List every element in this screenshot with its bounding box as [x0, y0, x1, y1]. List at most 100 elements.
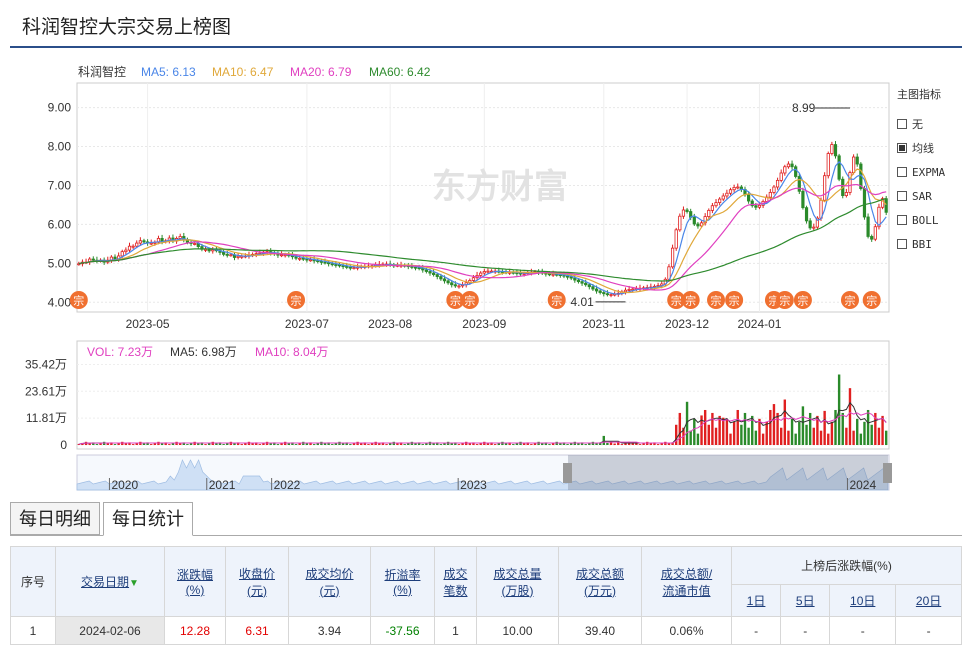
volume-bar — [812, 427, 815, 445]
candle-body — [880, 198, 885, 208]
block-trade-marker[interactable] — [446, 291, 465, 309]
th-d5[interactable]: 5日 — [780, 584, 831, 617]
candle-body — [207, 248, 211, 252]
sort-amt-link[interactable]: 成交总额 (万元) — [575, 566, 624, 598]
volume-bar — [457, 444, 461, 445]
candle-body — [301, 257, 305, 260]
volume-bar — [551, 442, 555, 445]
navigator-handle-left[interactable] — [563, 463, 572, 483]
sort-d10-link[interactable]: 10日 — [850, 594, 876, 608]
volume-bar — [653, 442, 656, 445]
candle-body — [804, 207, 809, 222]
indicator-option[interactable]: EXPMA — [897, 160, 945, 184]
volume-bar — [493, 444, 497, 445]
legend-item: MA10: 6.47 — [212, 65, 274, 79]
volume-bar — [421, 444, 424, 445]
sort-ratio-link[interactable]: 成交总额/ 流通市值 — [660, 566, 713, 598]
volume-bar — [273, 442, 276, 445]
sort-d5-link[interactable]: 5日 — [795, 594, 815, 608]
navigator-handle-right[interactable] — [883, 463, 892, 483]
th-change[interactable]: 涨跌幅 (%) — [164, 546, 226, 617]
volume-ma5-line — [78, 401, 887, 445]
indicator-option[interactable]: 均线 — [897, 136, 945, 160]
block-trade-marker[interactable] — [547, 291, 566, 309]
sort-change-link[interactable]: 涨跌幅 (%) — [176, 568, 213, 597]
checkbox-icon[interactable] — [897, 191, 907, 201]
candle-body — [413, 266, 418, 269]
title-divider — [10, 46, 962, 48]
th-date[interactable]: 交易日期▼ — [55, 546, 165, 617]
checkbox-icon[interactable] — [897, 143, 907, 153]
sort-vol-link[interactable]: 成交总量 (万股) — [493, 566, 542, 598]
block-trade-marker[interactable] — [287, 291, 306, 309]
sort-d1-link[interactable]: 1日 — [746, 594, 766, 608]
volume-bar — [765, 421, 768, 445]
checkbox-icon[interactable] — [897, 119, 907, 129]
volume-bar — [595, 443, 598, 445]
kline-chart[interactable]: 4.00 5.00 6.00 7.00 8.00 9.00 2023-05 2023-07 20… — [0, 50, 895, 495]
block-trade-marker[interactable] — [69, 291, 88, 309]
volume-bar — [617, 442, 620, 445]
navigator-selection[interactable] — [568, 455, 888, 490]
indicator-option[interactable]: BBI — [897, 232, 945, 256]
sort-d20-link[interactable]: 20日 — [915, 594, 942, 608]
tab-daily-stats[interactable]: 每日统计 — [103, 502, 193, 536]
block-trade-marker[interactable] — [775, 291, 794, 309]
block-trade-marker[interactable] — [667, 291, 686, 309]
volume-bar — [631, 443, 634, 445]
sort-avg-link[interactable]: 成交均价 (元) — [305, 566, 354, 598]
tab-daily-detail[interactable]: 每日明细 — [10, 502, 100, 535]
sort-date-link[interactable]: 交易日期 — [81, 575, 130, 589]
volume-bar — [856, 418, 859, 445]
th-ratio[interactable]: 成交总额/ 流通市值 — [641, 546, 732, 617]
block-trade-marker[interactable] — [793, 291, 812, 309]
th-d20[interactable]: 20日 — [895, 584, 962, 617]
candle-body — [569, 276, 573, 279]
candle-body — [442, 278, 447, 282]
volume-bar — [732, 421, 736, 445]
th-d10[interactable]: 10日 — [829, 584, 897, 617]
th-seq: 序号 — [10, 546, 56, 617]
th-avg[interactable]: 成交均价 (元) — [288, 546, 371, 617]
volume-bar — [164, 442, 167, 445]
indicator-option[interactable]: SAR — [897, 184, 945, 208]
volume-bar — [450, 443, 453, 445]
sort-close-link[interactable]: 收盘价 (元) — [238, 566, 275, 598]
block-trade-marker[interactable] — [460, 291, 479, 309]
sort-count-link[interactable]: 成交 笔数 — [443, 566, 468, 598]
block-trade-marker[interactable] — [681, 291, 700, 309]
checkbox-icon[interactable] — [897, 215, 907, 225]
indicator-option[interactable]: 无 — [897, 112, 945, 136]
indicator-option-label: SAR — [912, 189, 932, 203]
th-close[interactable]: 收盘价 (元) — [225, 546, 289, 617]
th-d1[interactable]: 1日 — [730, 584, 782, 617]
checkbox-icon[interactable] — [897, 239, 907, 249]
block-trade-marker[interactable] — [707, 291, 726, 309]
candle-body — [345, 266, 349, 268]
volume-bar — [805, 424, 808, 445]
volume-bar — [160, 443, 164, 445]
th-amt[interactable]: 成交总额 (万元) — [558, 546, 642, 617]
checkbox-icon[interactable] — [897, 167, 907, 177]
candle-body — [229, 254, 233, 257]
th-vol[interactable]: 成交总量 (万股) — [476, 546, 559, 617]
stats-table: 序号 交易日期▼ 涨跌幅 (%) 收盘价 (元) 成交均价 (元) 折溢率 (%… — [10, 546, 962, 645]
indicator-option[interactable]: BOLL — [897, 208, 945, 232]
volume-bar — [454, 442, 457, 445]
sort-discount-link[interactable]: 折溢率 (%) — [384, 568, 421, 597]
volume-bar — [110, 442, 113, 445]
block-trade-marker[interactable] — [725, 291, 744, 309]
candle-body — [236, 255, 240, 258]
th-discount[interactable]: 折溢率 (%) — [370, 546, 435, 617]
candle-body — [884, 198, 888, 213]
block-trade-marker[interactable] — [840, 291, 859, 309]
price-panel-frame — [76, 82, 890, 313]
th-count[interactable]: 成交 笔数 — [434, 546, 477, 617]
block-trade-marker[interactable] — [862, 291, 881, 309]
volume-bar — [870, 424, 873, 445]
volume-bar — [128, 442, 131, 445]
candle-body — [482, 271, 486, 274]
volume-bar — [215, 443, 218, 445]
indicator-option-label: 无 — [912, 118, 923, 131]
volume-bar — [168, 444, 171, 445]
